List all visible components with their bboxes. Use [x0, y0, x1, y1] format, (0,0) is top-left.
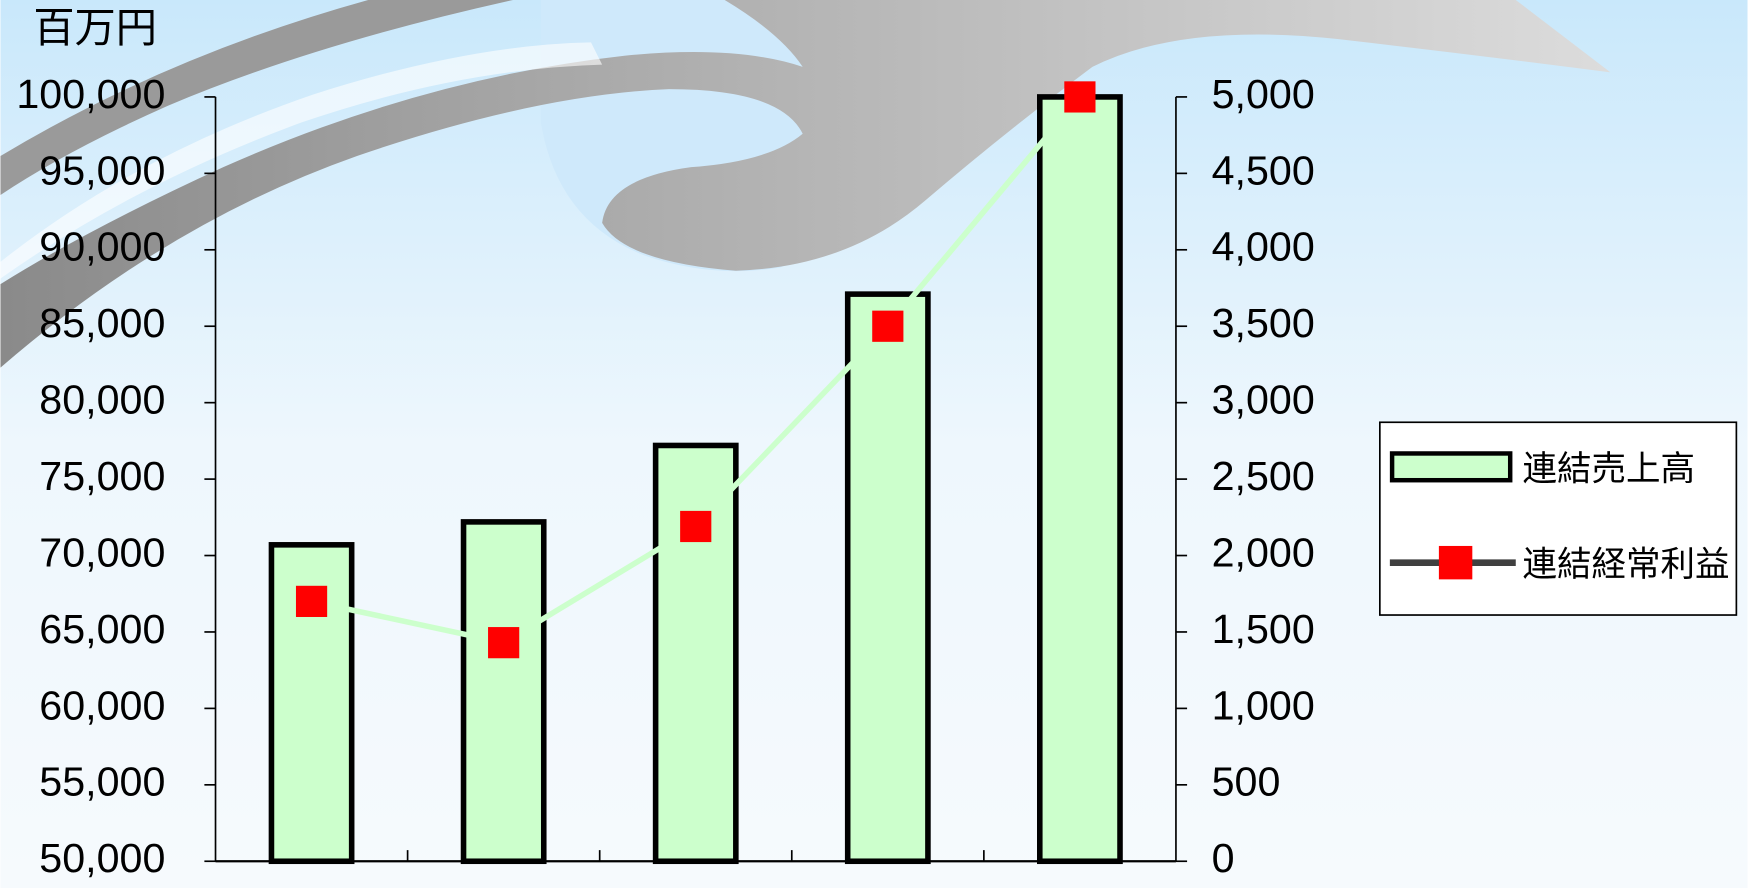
y2-tick-label: 0 — [1212, 835, 1235, 881]
bar — [844, 291, 931, 865]
y2-tick-label: 1,000 — [1212, 682, 1315, 728]
y-tick-label: 80,000 — [39, 377, 165, 423]
bar — [460, 519, 547, 865]
y2-tick-label: 2,500 — [1212, 453, 1315, 499]
y2-tick-label: 4,000 — [1212, 224, 1315, 270]
marker — [295, 585, 328, 617]
decoration — [0, 0, 1611, 368]
marker — [488, 627, 520, 659]
y-tick-label: 55,000 — [39, 759, 165, 805]
y-tick-label: 95,000 — [39, 147, 165, 193]
y2-tick-label: 1,500 — [1212, 606, 1315, 652]
y-tick-label: 60,000 — [39, 682, 165, 728]
legend-label: 連結経常利益 — [1522, 546, 1729, 584]
legend-swatch — [1389, 451, 1513, 483]
y2-tick-label: 4,500 — [1212, 147, 1315, 193]
legend-marker — [1438, 545, 1473, 580]
y-tick-label: 90,000 — [39, 224, 165, 270]
y-tick-label: 75,000 — [39, 453, 165, 499]
bar — [1037, 94, 1123, 865]
y-tick-label: 65,000 — [39, 606, 165, 652]
marker — [872, 310, 904, 342]
y2-tick-label: 5,000 — [1212, 71, 1315, 117]
y-tick-label: 85,000 — [39, 300, 165, 346]
legend-label: 連結売上高 — [1522, 450, 1695, 488]
y2-tick-label: 3,000 — [1212, 377, 1315, 423]
y-tick-label: 70,000 — [39, 529, 165, 575]
y2-tick-label: 3,500 — [1212, 300, 1315, 346]
marker — [680, 510, 712, 543]
y2-tick-label: 500 — [1212, 759, 1281, 805]
y-axis-unit: 百万円 — [33, 5, 157, 51]
marker — [1064, 81, 1096, 113]
bar — [652, 442, 739, 865]
y2-tick-label: 2,000 — [1212, 529, 1315, 575]
y-tick-label: 50,000 — [39, 835, 165, 881]
y-tick-label: 100,000 — [16, 71, 165, 117]
